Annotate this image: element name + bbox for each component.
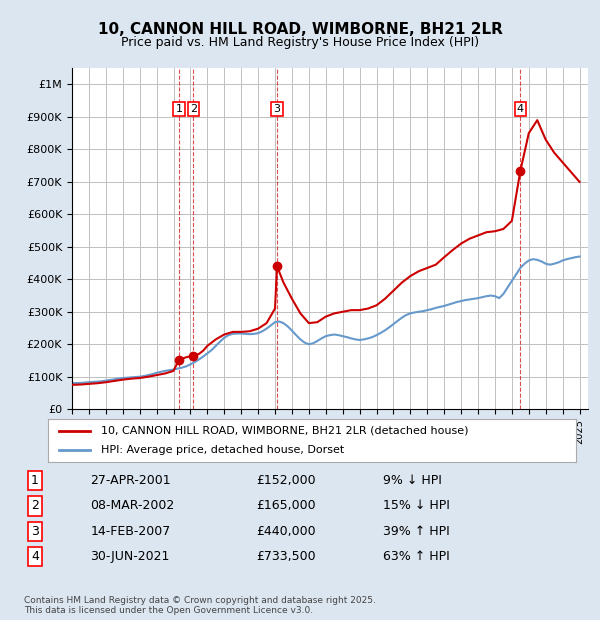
- Text: 3: 3: [31, 525, 39, 538]
- Text: 2: 2: [31, 500, 39, 513]
- Text: Price paid vs. HM Land Registry's House Price Index (HPI): Price paid vs. HM Land Registry's House …: [121, 36, 479, 49]
- Text: 3: 3: [274, 104, 281, 114]
- Text: 27-APR-2001: 27-APR-2001: [90, 474, 171, 487]
- Text: 10, CANNON HILL ROAD, WIMBORNE, BH21 2LR (detached house): 10, CANNON HILL ROAD, WIMBORNE, BH21 2LR…: [101, 426, 469, 436]
- Text: £165,000: £165,000: [256, 500, 316, 513]
- Text: 4: 4: [31, 550, 39, 563]
- Text: Contains HM Land Registry data © Crown copyright and database right 2025.: Contains HM Land Registry data © Crown c…: [24, 596, 376, 606]
- Text: 08-MAR-2002: 08-MAR-2002: [90, 500, 175, 513]
- Text: 39% ↑ HPI: 39% ↑ HPI: [383, 525, 449, 538]
- Text: 14-FEB-2007: 14-FEB-2007: [90, 525, 170, 538]
- Text: £152,000: £152,000: [256, 474, 316, 487]
- Text: 1: 1: [175, 104, 182, 114]
- Text: £440,000: £440,000: [256, 525, 316, 538]
- Text: 9% ↓ HPI: 9% ↓ HPI: [383, 474, 442, 487]
- Text: 15% ↓ HPI: 15% ↓ HPI: [383, 500, 449, 513]
- Text: This data is licensed under the Open Government Licence v3.0.: This data is licensed under the Open Gov…: [24, 606, 313, 616]
- Text: £733,500: £733,500: [256, 550, 316, 563]
- Text: 30-JUN-2021: 30-JUN-2021: [90, 550, 170, 563]
- Text: 1: 1: [31, 474, 39, 487]
- Text: 4: 4: [517, 104, 524, 114]
- Text: HPI: Average price, detached house, Dorset: HPI: Average price, detached house, Dors…: [101, 445, 344, 454]
- Text: 63% ↑ HPI: 63% ↑ HPI: [383, 550, 449, 563]
- Text: 2: 2: [190, 104, 197, 114]
- Text: 10, CANNON HILL ROAD, WIMBORNE, BH21 2LR: 10, CANNON HILL ROAD, WIMBORNE, BH21 2LR: [98, 22, 502, 37]
